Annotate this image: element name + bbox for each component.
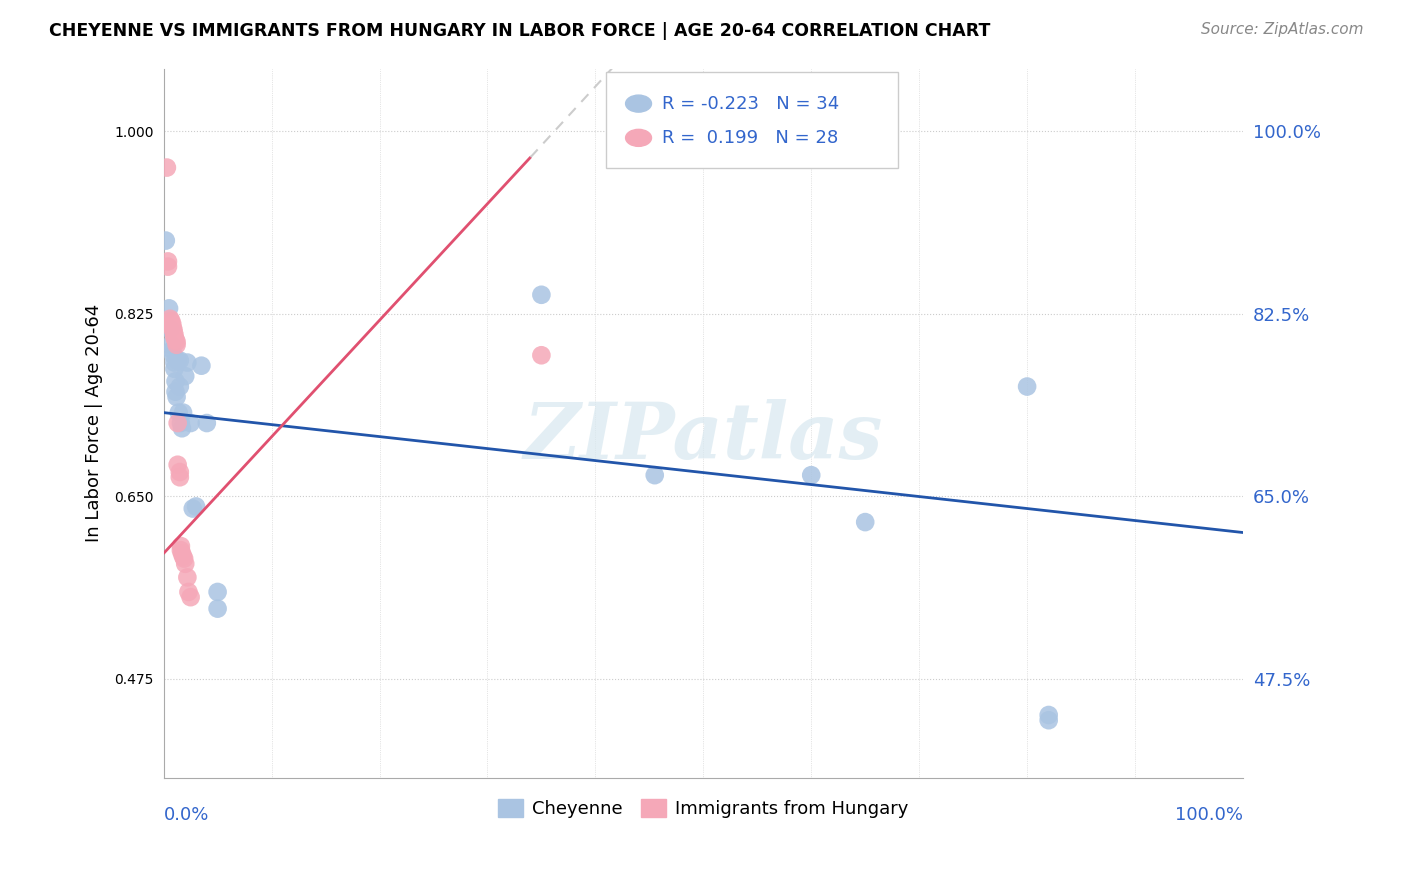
Point — [162, 324, 184, 338]
Y-axis label: In Labor Force | Age 20-64: In Labor Force | Age 20-64 — [86, 304, 103, 542]
Point — [160, 338, 183, 352]
Point — [162, 322, 184, 336]
Legend: Cheyenne, Immigrants from Hungary: Cheyenne, Immigrants from Hungary — [491, 792, 915, 825]
Point — [166, 458, 188, 472]
Point — [853, 515, 876, 529]
Point — [1038, 708, 1060, 723]
Point — [163, 330, 186, 344]
Point — [162, 320, 184, 334]
Point — [165, 375, 187, 389]
Point — [169, 379, 191, 393]
Text: 0.0%: 0.0% — [163, 806, 209, 824]
Point — [530, 348, 553, 362]
Point — [167, 406, 190, 420]
Text: 100.0%: 100.0% — [1175, 806, 1243, 824]
Point — [173, 551, 195, 566]
Text: Source: ZipAtlas.com: Source: ZipAtlas.com — [1201, 22, 1364, 37]
Point — [174, 369, 197, 384]
Point — [180, 590, 202, 604]
Point — [156, 260, 179, 274]
Point — [170, 416, 193, 430]
Point — [195, 416, 218, 430]
Point — [207, 601, 229, 615]
Point — [177, 585, 200, 599]
Point — [169, 353, 191, 368]
Point — [166, 353, 188, 368]
Point — [1017, 379, 1039, 393]
Point — [166, 416, 188, 430]
Point — [155, 234, 177, 248]
FancyBboxPatch shape — [606, 72, 897, 168]
Point — [159, 322, 181, 336]
Circle shape — [626, 129, 651, 146]
Point — [170, 543, 193, 558]
Point — [160, 314, 183, 328]
Point — [184, 500, 207, 514]
Point — [180, 416, 202, 430]
Point — [163, 327, 186, 342]
Point — [170, 421, 193, 435]
Point — [166, 334, 188, 349]
Point — [157, 301, 180, 316]
Text: R = -0.223   N = 34: R = -0.223 N = 34 — [662, 95, 839, 112]
Point — [169, 465, 191, 479]
Point — [176, 570, 198, 584]
Point — [162, 317, 184, 331]
Point — [190, 359, 212, 373]
Text: ZIPatlas: ZIPatlas — [523, 399, 883, 475]
Text: CHEYENNE VS IMMIGRANTS FROM HUNGARY IN LABOR FORCE | AGE 20-64 CORRELATION CHART: CHEYENNE VS IMMIGRANTS FROM HUNGARY IN L… — [49, 22, 991, 40]
Point — [207, 585, 229, 599]
Point — [172, 406, 194, 420]
Point — [166, 338, 188, 352]
Text: R =  0.199   N = 28: R = 0.199 N = 28 — [662, 128, 838, 147]
Point — [644, 468, 666, 483]
Circle shape — [626, 95, 651, 112]
Point — [163, 355, 186, 369]
Point — [530, 287, 553, 301]
Point — [176, 355, 198, 369]
Point — [166, 390, 188, 404]
Point — [162, 343, 184, 357]
Point — [163, 361, 186, 376]
Point — [165, 333, 187, 347]
Point — [172, 549, 194, 564]
Point — [165, 384, 187, 399]
Point — [159, 311, 181, 326]
Point — [170, 539, 193, 553]
Point — [181, 501, 204, 516]
Point — [1038, 713, 1060, 727]
Point — [174, 557, 197, 571]
Point — [170, 546, 193, 560]
Point — [800, 468, 823, 483]
Point — [169, 470, 191, 484]
Point — [156, 254, 179, 268]
Point — [162, 348, 184, 362]
Point — [156, 161, 179, 175]
